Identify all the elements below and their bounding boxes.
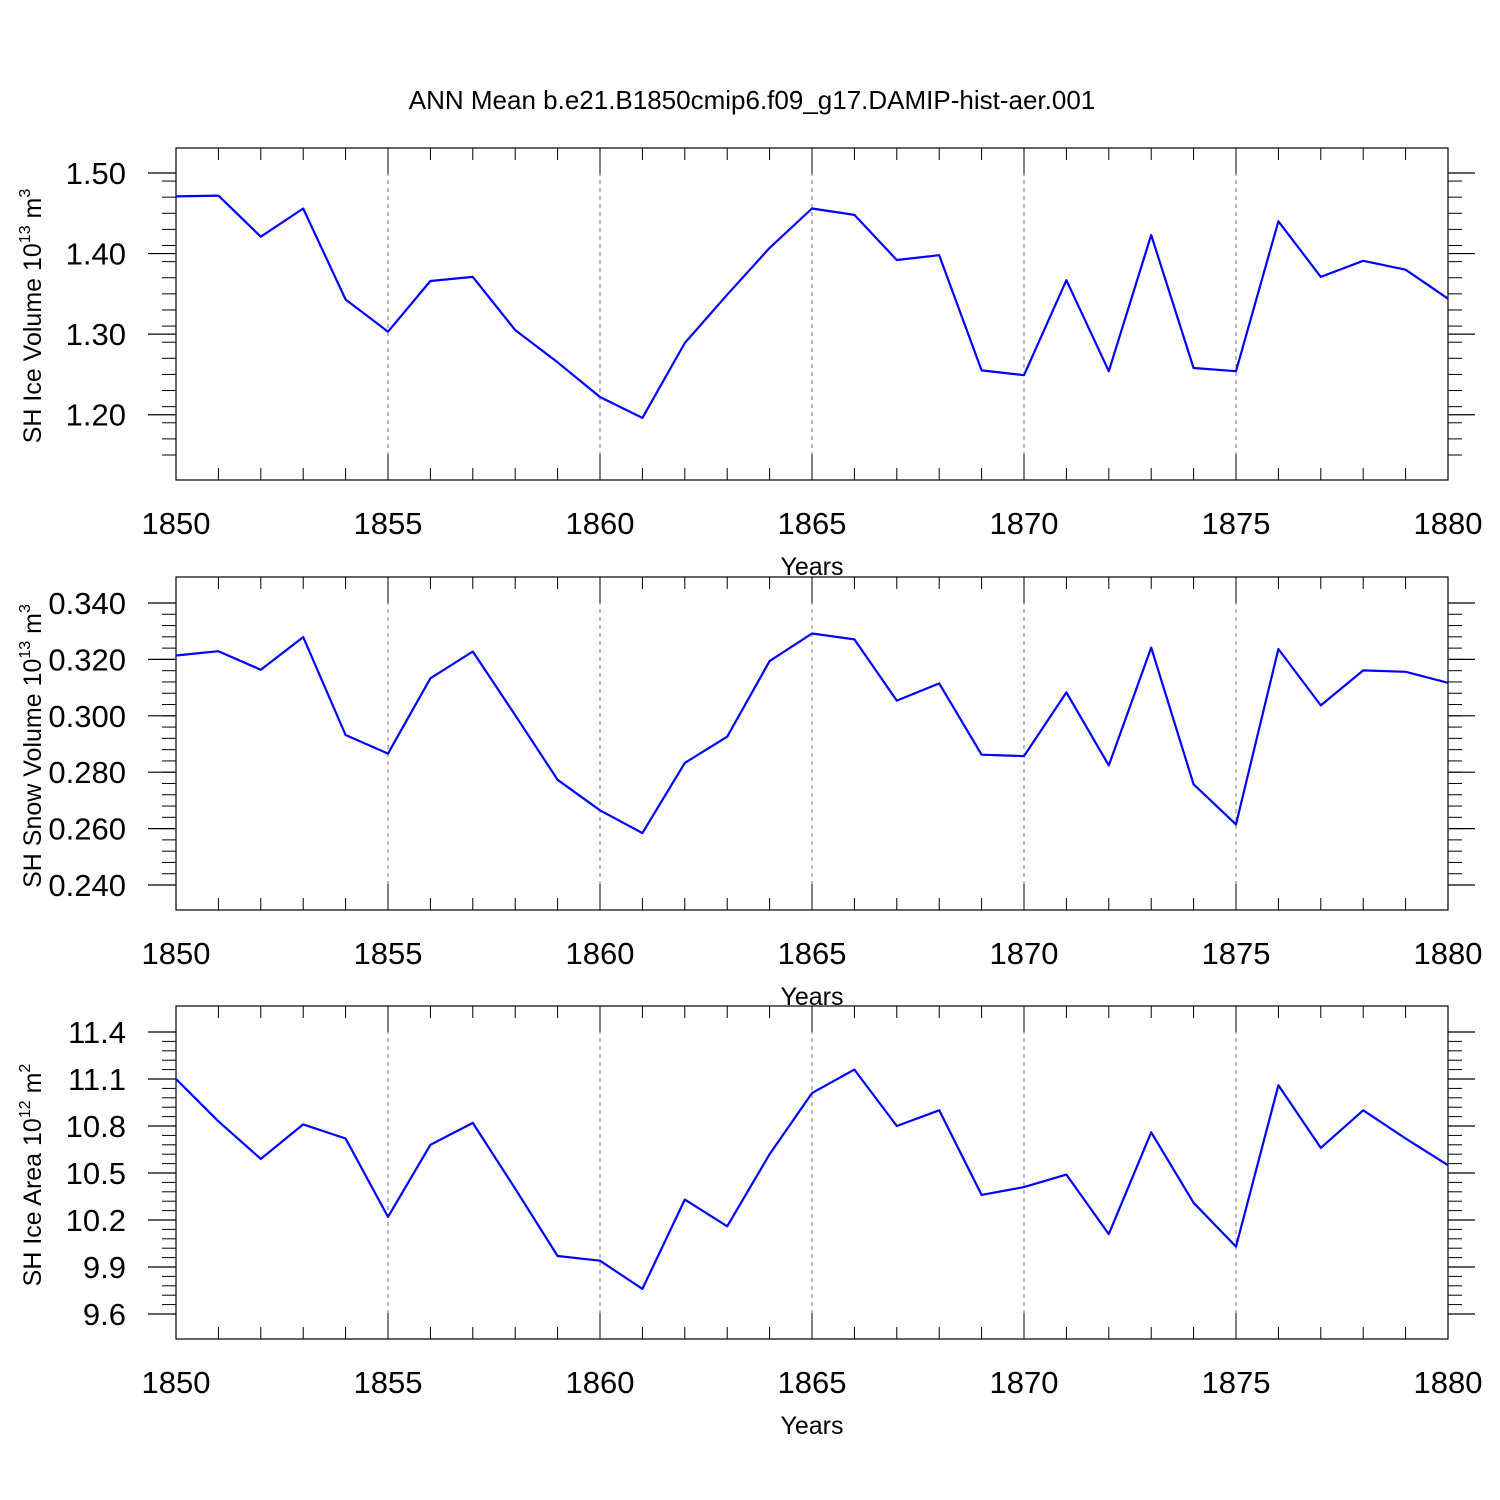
x-tick-label: 1880 xyxy=(1414,1365,1483,1400)
x-tick-label: 1875 xyxy=(1202,936,1271,971)
y-axis-title: SH Ice Volume 1013 m3 xyxy=(17,189,47,444)
x-tick-label: 1870 xyxy=(990,936,1059,971)
y-axis-title: SH Snow Volume 1013 m3 xyxy=(17,604,47,888)
x-tick-label: 1855 xyxy=(354,506,423,541)
y-tick-label: 1.40 xyxy=(66,237,126,272)
figure-title: ANN Mean b.e21.B1850cmip6.f09_g17.DAMIP-… xyxy=(409,85,1096,115)
x-tick-label: 1880 xyxy=(1414,936,1483,971)
y-tick-label: 0.240 xyxy=(48,868,126,903)
panel-1: 1.20 1.30 1.40 1.50 1850 1855 1860 1865 1870 1875… xyxy=(17,147,1483,581)
y-tick-label: 10.8 xyxy=(66,1109,126,1144)
x-tick-label: 1860 xyxy=(566,1365,635,1400)
series-line xyxy=(175,1068,1449,1291)
panel-2: 0.240 0.260 0.280 0.300 0.320 0.340 1850 1855 18… xyxy=(17,576,1483,1011)
y-tick-label: 9.9 xyxy=(83,1250,126,1285)
x-tick-label: 1880 xyxy=(1414,506,1483,541)
x-axis-title: Years xyxy=(780,553,843,581)
y-tick-label: 0.320 xyxy=(48,642,126,677)
x-tick-label: 1865 xyxy=(778,936,847,971)
y-tick-label: 0.260 xyxy=(48,812,126,847)
y-tick-label: 9.6 xyxy=(83,1297,126,1332)
panel-3: 9.6 9.9 10.2 10.5 10.8 11.1 11.4 1850 1855 1860 18… xyxy=(17,1005,1483,1440)
y-tick-label: 10.5 xyxy=(66,1156,126,1191)
y-tick-label: 0.300 xyxy=(48,699,126,734)
x-tick-label: 1850 xyxy=(142,506,211,541)
x-tick-label: 1860 xyxy=(566,506,635,541)
y-tick-label: 0.340 xyxy=(48,586,126,621)
y-tick-label: 11.1 xyxy=(68,1062,126,1097)
x-tick-label: 1865 xyxy=(778,506,847,541)
x-tick-label: 1855 xyxy=(354,1365,423,1400)
series-line xyxy=(175,632,1449,835)
x-tick-label: 1875 xyxy=(1202,1365,1271,1400)
x-tick-label: 1860 xyxy=(566,936,635,971)
y-tick-label: 11.4 xyxy=(68,1015,126,1050)
x-tick-label: 1850 xyxy=(142,936,211,971)
series-line xyxy=(175,194,1449,419)
y-axis-title: SH Ice Area 1012 m2 xyxy=(17,1064,47,1287)
y-tick-label: 1.30 xyxy=(66,317,126,352)
x-tick-label: 1855 xyxy=(354,936,423,971)
y-tick-label: 1.50 xyxy=(66,156,126,191)
x-tick-label: 1850 xyxy=(142,1365,211,1400)
x-axis-title: Years xyxy=(780,1412,843,1440)
x-tick-label: 1870 xyxy=(990,506,1059,541)
x-tick-label: 1875 xyxy=(1202,506,1271,541)
y-tick-label: 0.280 xyxy=(48,755,126,790)
y-tick-label: 1.20 xyxy=(66,398,126,433)
x-tick-label: 1870 xyxy=(990,1365,1059,1400)
x-tick-label: 1865 xyxy=(778,1365,847,1400)
y-tick-label: 10.2 xyxy=(66,1203,126,1238)
